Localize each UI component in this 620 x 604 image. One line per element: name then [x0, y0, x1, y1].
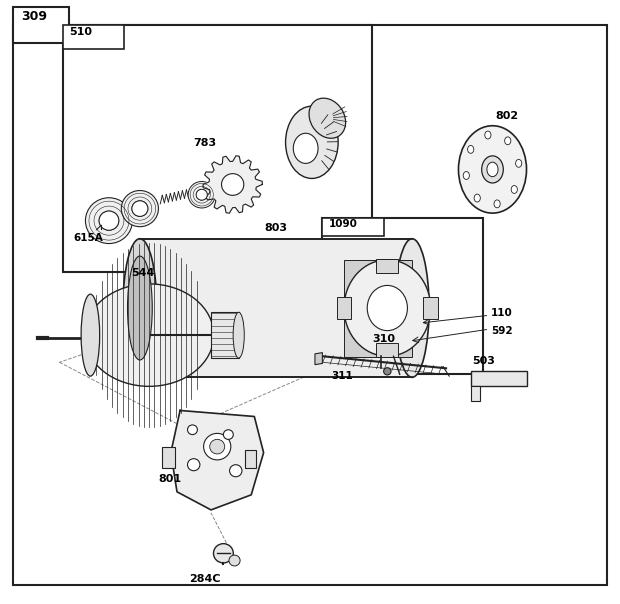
Circle shape — [99, 211, 119, 230]
Ellipse shape — [511, 185, 517, 193]
Ellipse shape — [293, 133, 318, 164]
Ellipse shape — [123, 239, 157, 378]
Bar — [63, 25, 125, 49]
Circle shape — [86, 198, 133, 243]
Polygon shape — [171, 411, 264, 510]
Circle shape — [188, 181, 215, 208]
Circle shape — [203, 433, 231, 460]
Text: 615A: 615A — [74, 233, 104, 243]
Circle shape — [122, 190, 159, 226]
Text: 801: 801 — [159, 474, 182, 484]
Ellipse shape — [344, 260, 431, 356]
Ellipse shape — [233, 312, 244, 358]
Ellipse shape — [487, 162, 498, 176]
Circle shape — [132, 201, 148, 216]
Ellipse shape — [467, 146, 474, 153]
Bar — [376, 343, 399, 358]
Text: 783: 783 — [193, 138, 216, 149]
Bar — [471, 371, 526, 387]
Bar — [423, 297, 438, 319]
Bar — [322, 217, 384, 236]
Ellipse shape — [494, 200, 500, 208]
Bar — [337, 297, 352, 319]
Circle shape — [196, 189, 207, 200]
Text: 110: 110 — [491, 308, 513, 318]
Text: 1090: 1090 — [329, 219, 358, 229]
Bar — [245, 449, 256, 467]
Bar — [322, 217, 483, 374]
Ellipse shape — [458, 126, 526, 213]
Text: 503: 503 — [472, 356, 495, 367]
Text: 284C: 284C — [189, 574, 221, 585]
Circle shape — [221, 173, 244, 195]
Text: 310: 310 — [373, 334, 396, 344]
Ellipse shape — [309, 98, 345, 138]
Bar — [63, 25, 372, 272]
Ellipse shape — [395, 239, 429, 378]
Circle shape — [187, 458, 200, 471]
Bar — [376, 259, 399, 273]
Text: 803: 803 — [265, 223, 288, 233]
Ellipse shape — [463, 172, 469, 179]
Ellipse shape — [505, 137, 511, 145]
Ellipse shape — [81, 294, 100, 376]
Circle shape — [229, 555, 240, 566]
Ellipse shape — [367, 286, 407, 330]
Ellipse shape — [128, 256, 153, 360]
Bar — [211, 312, 239, 358]
Bar — [344, 260, 412, 356]
Ellipse shape — [482, 156, 503, 183]
Text: 592: 592 — [491, 326, 513, 336]
Bar — [162, 446, 175, 467]
Text: 802: 802 — [495, 111, 519, 121]
Circle shape — [187, 425, 197, 434]
Ellipse shape — [84, 284, 214, 387]
Bar — [471, 387, 480, 402]
Text: 311: 311 — [332, 371, 353, 381]
Circle shape — [210, 439, 224, 454]
Ellipse shape — [474, 194, 480, 202]
Ellipse shape — [485, 131, 491, 139]
Polygon shape — [203, 156, 262, 213]
Ellipse shape — [516, 159, 522, 167]
Circle shape — [229, 464, 242, 477]
Circle shape — [223, 430, 233, 439]
Polygon shape — [315, 353, 322, 365]
Text: 544: 544 — [131, 268, 154, 278]
Bar — [13, 7, 69, 43]
Text: eReplacementParts.com: eReplacementParts.com — [216, 310, 404, 324]
Bar — [140, 239, 412, 378]
Text: 309: 309 — [21, 10, 47, 23]
Circle shape — [384, 368, 391, 375]
Circle shape — [213, 544, 233, 563]
Ellipse shape — [286, 106, 338, 178]
Text: 510: 510 — [69, 27, 92, 37]
